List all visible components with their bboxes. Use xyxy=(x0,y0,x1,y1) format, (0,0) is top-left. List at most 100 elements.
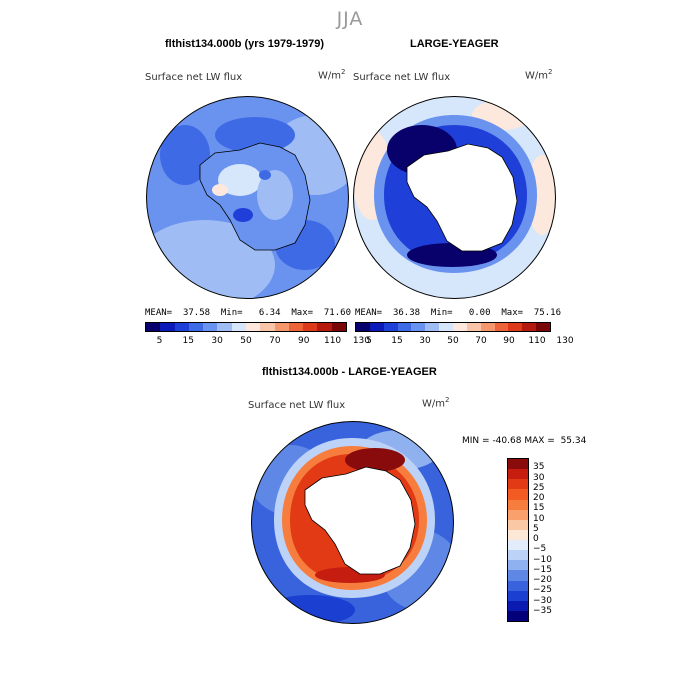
left-colorbar-swatch xyxy=(260,323,275,331)
diff-colorbar-swatch xyxy=(508,499,528,510)
right-colorbar-tick-label: 30 xyxy=(419,336,431,346)
diff-colorbar-swatch xyxy=(508,540,528,551)
diff-colorbar-tick-label: −20 xyxy=(533,575,552,585)
left-colorbar-tick-label: 50 xyxy=(240,336,252,346)
right-colorbar-tick-label: 50 xyxy=(447,336,459,346)
right-colorbar-tick-label: 15 xyxy=(391,336,403,346)
right-units-label: W/m2 xyxy=(525,68,553,82)
diff-min-label: MIN = xyxy=(462,436,490,446)
diff-colorbar-tick-label: 10 xyxy=(533,513,545,524)
left-mean-value: 37.58 xyxy=(182,308,211,318)
left-colorbar-swatch xyxy=(203,323,218,331)
left-stats: MEAN= 37.58 Min= 6.34 Max= 71.60 xyxy=(145,308,351,318)
right-max-label: Max= xyxy=(501,308,524,318)
right-colorbar-tick-label: 90 xyxy=(503,336,515,346)
diff-colorbar-tick-label: 15 xyxy=(533,503,545,514)
left-panel-title: flthist134.000b (yrs 1979-1979) xyxy=(165,38,324,50)
diff-panel-title: flthist134.000b - LARGE-YEAGER xyxy=(262,366,437,378)
right-min-label: Min= xyxy=(430,308,453,318)
right-colorbar-swatch xyxy=(397,323,412,331)
right-stats: MEAN= 36.38 Min= 0.00 Max= 75.16 xyxy=(355,308,561,318)
right-colorbar-tick-label: 5 xyxy=(366,336,372,346)
right-colorbar-swatch xyxy=(480,323,495,331)
right-colorbar-swatch xyxy=(536,323,551,331)
right-colorbar-tick-label: 70 xyxy=(475,336,487,346)
left-colorbar-swatch xyxy=(188,323,204,331)
left-colorbar-ticks: 5 15 30 50 70 90 110 130 xyxy=(145,336,370,348)
page-title: JJA xyxy=(336,8,364,30)
left-colorbar-swatch xyxy=(331,323,346,331)
diff-colorbar-swatch xyxy=(508,600,528,611)
left-polar-map xyxy=(146,96,349,299)
left-colorbar-swatch xyxy=(174,323,189,331)
right-colorbar-ticks: 5 15 30 50 70 90 110 130 xyxy=(355,336,573,348)
diff-min-value: -40.68 xyxy=(492,436,522,446)
right-colorbar-swatch xyxy=(494,323,509,331)
left-colorbar-tick-label: 5 xyxy=(156,336,163,346)
diff-colorbar-ticks: 35 30 25 20 15 10 5 0 −5 −10 −15 −20 −25 −30 −35 xyxy=(533,458,573,622)
diff-colorbar-tick-label: −10 xyxy=(533,554,552,565)
left-colorbar-tick-label: 30 xyxy=(211,336,223,346)
diff-colorbar-swatch xyxy=(508,560,528,571)
right-max-value: 75.16 xyxy=(533,308,561,318)
diff-colorbar-tick-label: −5 xyxy=(533,544,547,555)
left-variable-label: Surface net LW flux xyxy=(145,72,243,83)
diff-colorbar-tick-label: 35 xyxy=(533,462,545,473)
diff-colorbar-tick-label: −15 xyxy=(533,564,552,575)
diff-colorbar-swatch xyxy=(508,469,528,480)
diff-colorbar-swatch xyxy=(508,479,528,490)
right-colorbar-swatch xyxy=(425,323,440,331)
left-colorbar-tick-label: 70 xyxy=(269,336,281,346)
right-min-value: 0.00 xyxy=(468,308,491,318)
right-mean-value: 36.38 xyxy=(392,308,421,318)
diff-colorbar-swatch xyxy=(508,459,528,470)
diff-colorbar xyxy=(507,458,529,622)
left-colorbar-swatch xyxy=(231,323,246,331)
diff-colorbar-swatch xyxy=(508,489,528,500)
left-units-label: W/m2 xyxy=(318,68,346,82)
right-colorbar xyxy=(355,322,551,332)
right-colorbar-swatch xyxy=(439,323,454,331)
left-colorbar xyxy=(145,322,347,332)
right-colorbar-swatch xyxy=(522,323,537,331)
right-colorbar-swatch xyxy=(411,323,426,331)
diff-range-stats: MIN = -40.68 MAX = 55.34 xyxy=(462,436,586,446)
right-variable-label: Surface net LW flux xyxy=(353,72,451,83)
diff-polar-map xyxy=(251,421,454,624)
left-colorbar-swatch xyxy=(274,323,289,331)
left-colorbar-swatch xyxy=(160,323,175,331)
diff-variable-label: Surface net LW flux xyxy=(248,400,346,411)
diff-colorbar-tick-label: −35 xyxy=(533,605,552,616)
right-panel-title: LARGE-YEAGER xyxy=(410,38,499,50)
right-colorbar-swatch xyxy=(356,323,370,331)
diff-colorbar-swatch xyxy=(508,590,528,601)
diff-colorbar-swatch xyxy=(508,610,528,621)
right-colorbar-swatch xyxy=(369,323,384,331)
diff-colorbar-swatch xyxy=(508,509,528,520)
right-colorbar-tick-label: 110 xyxy=(528,336,546,346)
right-colorbar-tick-label: 130 xyxy=(556,336,574,346)
diff-colorbar-swatch xyxy=(508,519,528,530)
diff-colorbar-tick-label: 5 xyxy=(533,523,539,534)
left-colorbar-tick-label: 15 xyxy=(182,336,194,346)
left-max-label: Max= xyxy=(291,308,314,318)
right-polar-map xyxy=(353,96,556,299)
left-colorbar-swatch xyxy=(245,323,261,331)
left-min-label: Min= xyxy=(220,308,243,318)
diff-colorbar-tick-label: −25 xyxy=(533,585,552,596)
diff-colorbar-swatch xyxy=(508,570,528,581)
left-colorbar-swatch xyxy=(146,323,161,331)
diff-colorbar-tick-label: 0 xyxy=(533,534,539,544)
diff-colorbar-swatch xyxy=(508,529,528,540)
right-colorbar-swatch xyxy=(383,323,398,331)
diff-max-label: MAX = xyxy=(524,436,555,446)
left-max-value: 71.60 xyxy=(323,308,351,318)
left-min-value: 6.34 xyxy=(258,308,281,318)
left-colorbar-swatch xyxy=(288,323,304,331)
diff-colorbar-tick-label: 25 xyxy=(533,482,545,493)
right-mean-label: MEAN= xyxy=(355,308,383,318)
left-colorbar-swatch xyxy=(317,323,332,331)
right-colorbar-swatch xyxy=(466,323,481,331)
diff-units-label: W/m2 xyxy=(422,396,450,410)
left-colorbar-tick-label: 90 xyxy=(297,336,310,346)
